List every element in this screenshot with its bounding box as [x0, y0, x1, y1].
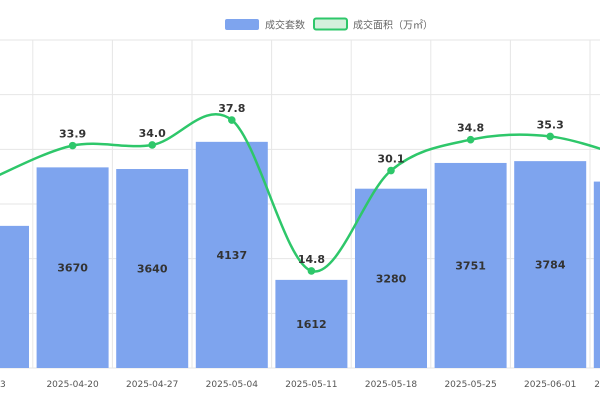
bar-value-label: 3280	[376, 272, 407, 285]
line-point[interactable]	[228, 116, 236, 124]
bar[interactable]	[593, 181, 600, 368]
line-point[interactable]	[68, 141, 77, 150]
legend[interactable]: 成交套数 成交面积（万㎡）	[225, 17, 433, 32]
bar[interactable]	[195, 141, 268, 368]
bar[interactable]	[355, 188, 427, 368]
bar-value-label: 1612	[296, 318, 327, 331]
grid	[0, 39, 600, 369]
x-tick-label: 2025-05-25	[444, 380, 496, 390]
bar-value-label: 3751	[455, 259, 486, 272]
x-axis-ticks: 3 2025-04-20 2025-04-27 2025-05-04 2025-05-1…	[0, 380, 600, 390]
x-tick-label: 2025-06-01	[524, 380, 576, 390]
x-tick-label: 3	[0, 380, 6, 390]
bar[interactable]	[434, 162, 507, 368]
line-point[interactable]	[387, 166, 395, 175]
bar[interactable]	[0, 225, 29, 368]
line-point[interactable]	[466, 135, 475, 144]
line-value-label: 30.1	[377, 153, 404, 166]
bar-value-label: 3784	[535, 259, 566, 272]
x-tick-label: 2025-04-27	[126, 380, 178, 390]
line-value-label: 37.8	[218, 102, 245, 115]
line-point[interactable]	[148, 141, 156, 149]
bar-value-label: 3670	[57, 262, 88, 275]
line-value-label: 34.8	[457, 122, 484, 135]
bar[interactable]	[275, 279, 348, 368]
bar-value-label: 4137	[216, 249, 247, 262]
x-tick-label: 2	[594, 380, 600, 390]
line-value-label: 34.0	[139, 127, 166, 140]
legend-bar-label[interactable]: 成交套数	[265, 19, 305, 32]
x-tick-label: 2025-05-04	[206, 380, 259, 390]
line-point[interactable]	[307, 267, 316, 275]
line-value-label: 33.9	[59, 128, 86, 141]
legend-line-swatch[interactable]	[313, 17, 348, 31]
line-point[interactable]	[546, 132, 554, 141]
line-value-label: 35.3	[537, 118, 564, 131]
x-tick-label: 2025-05-18	[365, 380, 418, 390]
legend-bar-swatch[interactable]	[225, 19, 259, 30]
x-tick-label: 2025-04-20	[46, 380, 99, 390]
bar[interactable]	[116, 169, 189, 368]
bar[interactable]	[514, 161, 587, 368]
line-value-label: 14.8	[298, 253, 325, 266]
x-tick-label: 2025-05-11	[285, 380, 337, 390]
bar-series	[0, 141, 600, 368]
bar[interactable]	[36, 167, 109, 368]
line-series	[0, 112, 600, 275]
bar-value-label: 3640	[137, 263, 168, 276]
data-labels: 3670 3640 4137 1612 3280 3751 3784 33.9 34.0 37.8…	[57, 102, 566, 331]
legend-line-label[interactable]: 成交面积（万㎡）	[353, 19, 433, 32]
